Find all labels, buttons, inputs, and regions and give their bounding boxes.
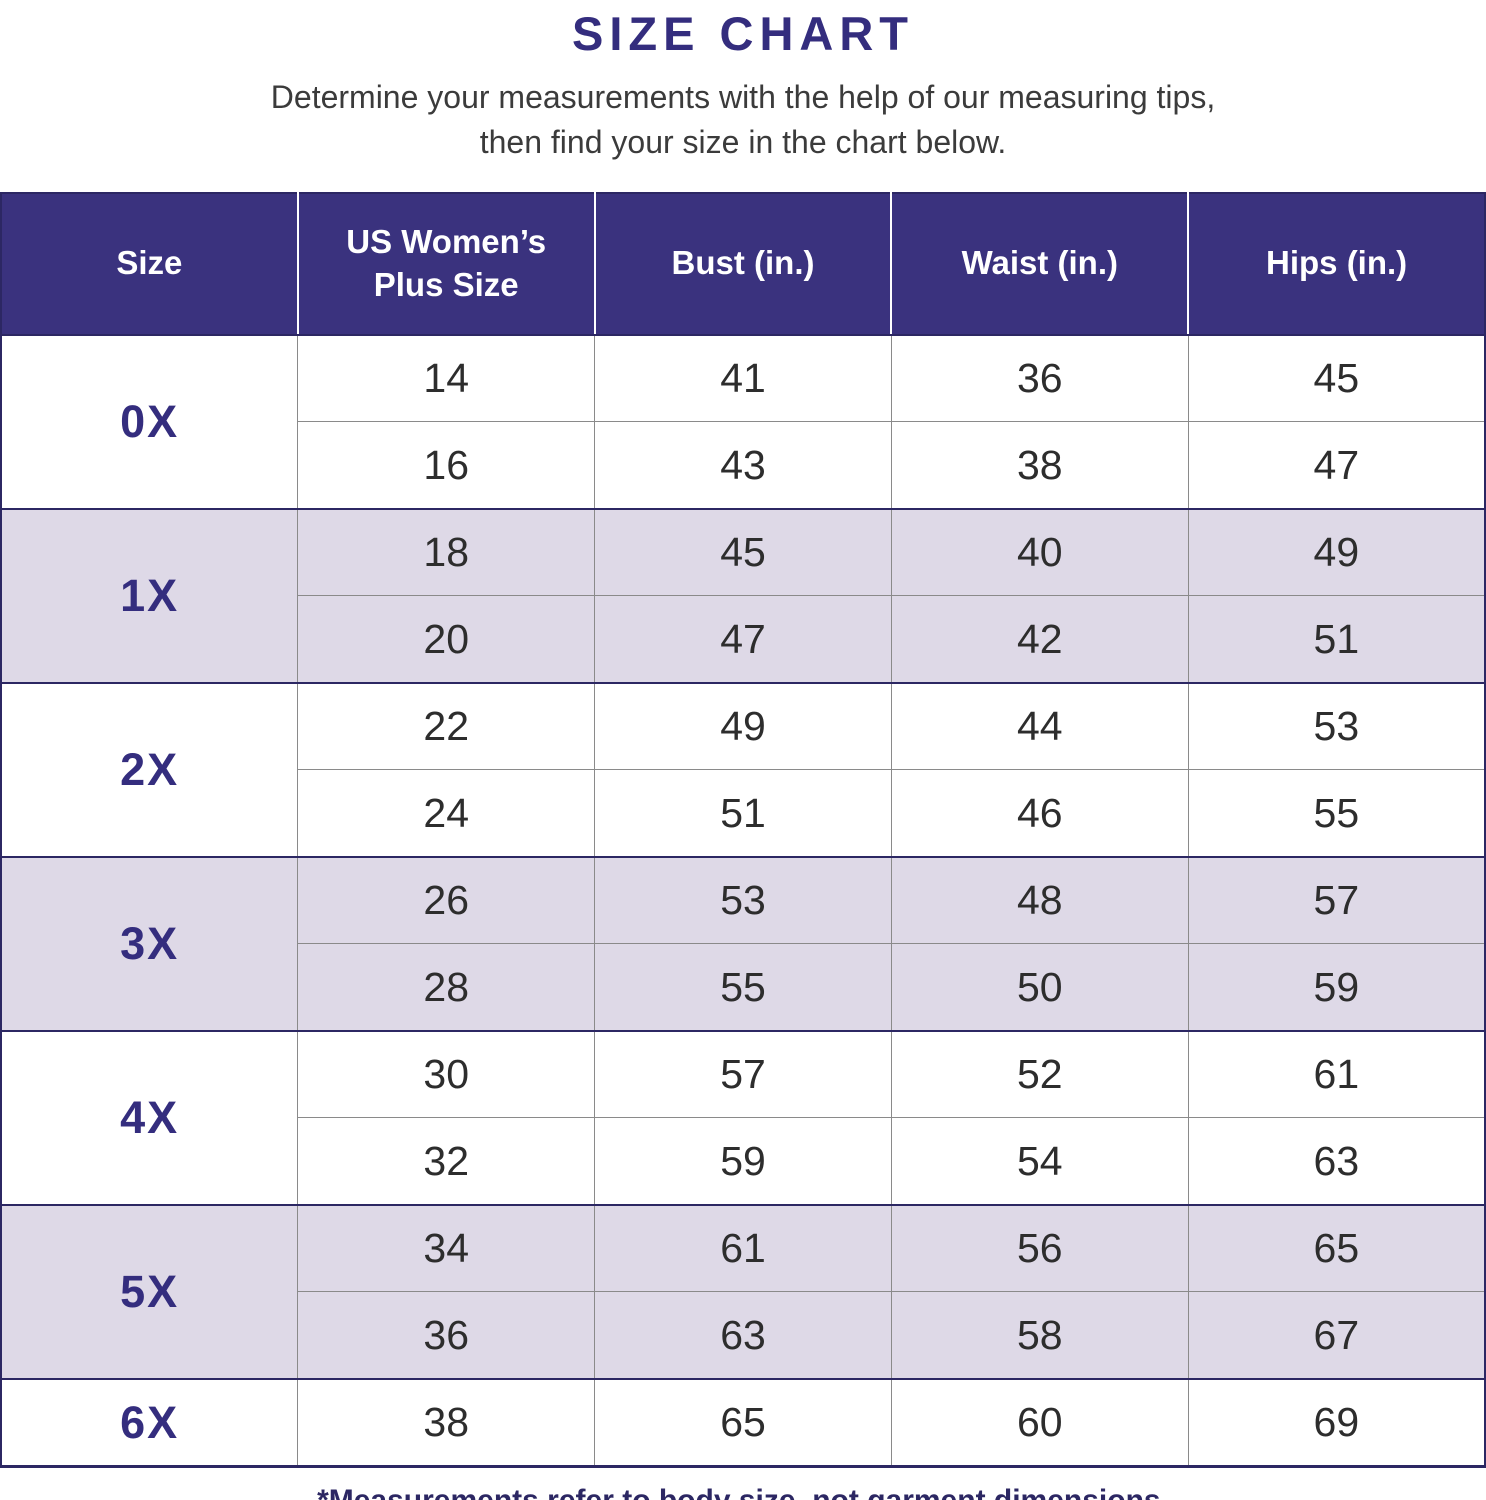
table-cell: 20 [297,595,595,683]
table-cell: 50 [890,943,1189,1031]
table-cell: 45 [1187,333,1485,423]
table-header-row: Size US Women’s Plus Size Bust (in.) Wai… [1,192,1485,336]
size-label-3x: 3X [1,855,298,1031]
table-row: 20 47 42 51 [1,595,1485,683]
table-cell: 28 [297,943,595,1031]
page-title: SIZE CHART [572,7,914,60]
table-cell: 41 [594,333,892,423]
table-cell: 46 [890,769,1189,857]
table-cell: 59 [1187,943,1485,1031]
table-cell: 14 [297,333,595,423]
size-label-5x: 5X [1,1203,298,1379]
size-label-4x: 4X [1,1029,298,1205]
table-cell: 32 [297,1117,595,1205]
table-cell: 26 [297,855,595,945]
table-cell: 47 [1187,421,1485,509]
size-label-2x: 2X [1,681,298,857]
table-row: 16 43 38 47 [1,421,1485,509]
table-row: 36 63 58 67 [1,1291,1485,1379]
table-cell: 61 [594,1203,892,1293]
table-cell: 44 [890,681,1189,771]
table-cell: 55 [1187,769,1485,857]
table-cell: 43 [594,421,892,509]
table-cell: 51 [1187,595,1485,683]
table-cell: 58 [890,1291,1189,1379]
table-row: 5X 34 61 56 65 [1,1203,1485,1379]
column-header-bust: Bust (in.) [593,192,892,336]
subtitle-line-1: Determine your measurements with the hel… [270,79,1216,115]
table-cell: 57 [1187,855,1485,945]
table-row: 32 59 54 63 [1,1117,1485,1205]
table-row: 24 51 46 55 [1,769,1485,857]
table-row: 4X 30 57 52 61 [1,1029,1485,1205]
table-cell: 42 [890,595,1189,683]
size-label-1x: 1X [1,507,298,683]
subtitle-line-2: then find your size in the chart below. [479,124,1007,161]
table-cell: 52 [890,1029,1189,1119]
table-cell: 65 [594,1377,892,1467]
table-cell: 53 [1187,681,1485,771]
table-cell: 57 [594,1029,892,1119]
table-cell: 54 [890,1117,1189,1205]
table-cell: 55 [594,943,892,1031]
table-cell: 63 [594,1291,892,1379]
table-cell: 18 [297,507,595,597]
table-cell: 69 [1187,1377,1485,1467]
column-header-waist: Waist (in.) [890,192,1189,336]
table-cell: 45 [594,507,892,597]
table-cell: 36 [297,1291,595,1379]
table-cell: 65 [1187,1203,1485,1293]
table-cell: 40 [890,507,1189,597]
size-chart-table: Size US Women’s Plus Size Bust (in.) Wai… [0,191,1486,1469]
size-label-0x: 0X [1,333,298,509]
table-cell: 49 [1187,507,1485,597]
table-cell: 36 [890,333,1189,423]
table-cell: 16 [297,421,595,509]
table-row: 0X 14 41 36 45 [1,333,1485,509]
table-row: 28 55 50 59 [1,943,1485,1031]
table-row: 2X 22 49 44 53 [1,681,1485,857]
table-row: 3X 26 53 48 57 [1,855,1485,1031]
table-cell: 67 [1187,1291,1485,1379]
measurements-footnote: *Measurements refer to body size, not ga… [0,1484,1486,1500]
table-cell: 38 [890,421,1189,509]
table-cell: 60 [890,1377,1189,1467]
table-cell: 48 [890,855,1189,945]
table-cell: 22 [297,681,595,771]
table-row: 6X 38 65 60 69 [1,1377,1485,1467]
column-header-hips: Hips (in.) [1187,192,1485,336]
column-header-us-womens-plus-size: US Women’s Plus Size [296,192,595,336]
table-cell: 56 [890,1203,1189,1293]
table-cell: 59 [594,1117,892,1205]
table-cell: 38 [297,1377,595,1467]
table-cell: 30 [297,1029,595,1119]
table-cell: 63 [1187,1117,1485,1205]
page-subtitle: Determine your measurements with the hel… [0,75,1486,166]
table-cell: 47 [594,595,892,683]
size-chart-page: SIZE CHART Determine your measurements w… [0,6,1486,1500]
table-cell: 61 [1187,1029,1485,1119]
table-cell: 24 [297,769,595,857]
column-header-size: Size [1,192,298,336]
table-cell: 51 [594,769,892,857]
size-label-6x: 6X [1,1377,298,1467]
table-row: 1X 18 45 40 49 [1,507,1485,683]
table-cell: 49 [594,681,892,771]
table-cell: 34 [297,1203,595,1293]
table-cell: 53 [594,855,892,945]
